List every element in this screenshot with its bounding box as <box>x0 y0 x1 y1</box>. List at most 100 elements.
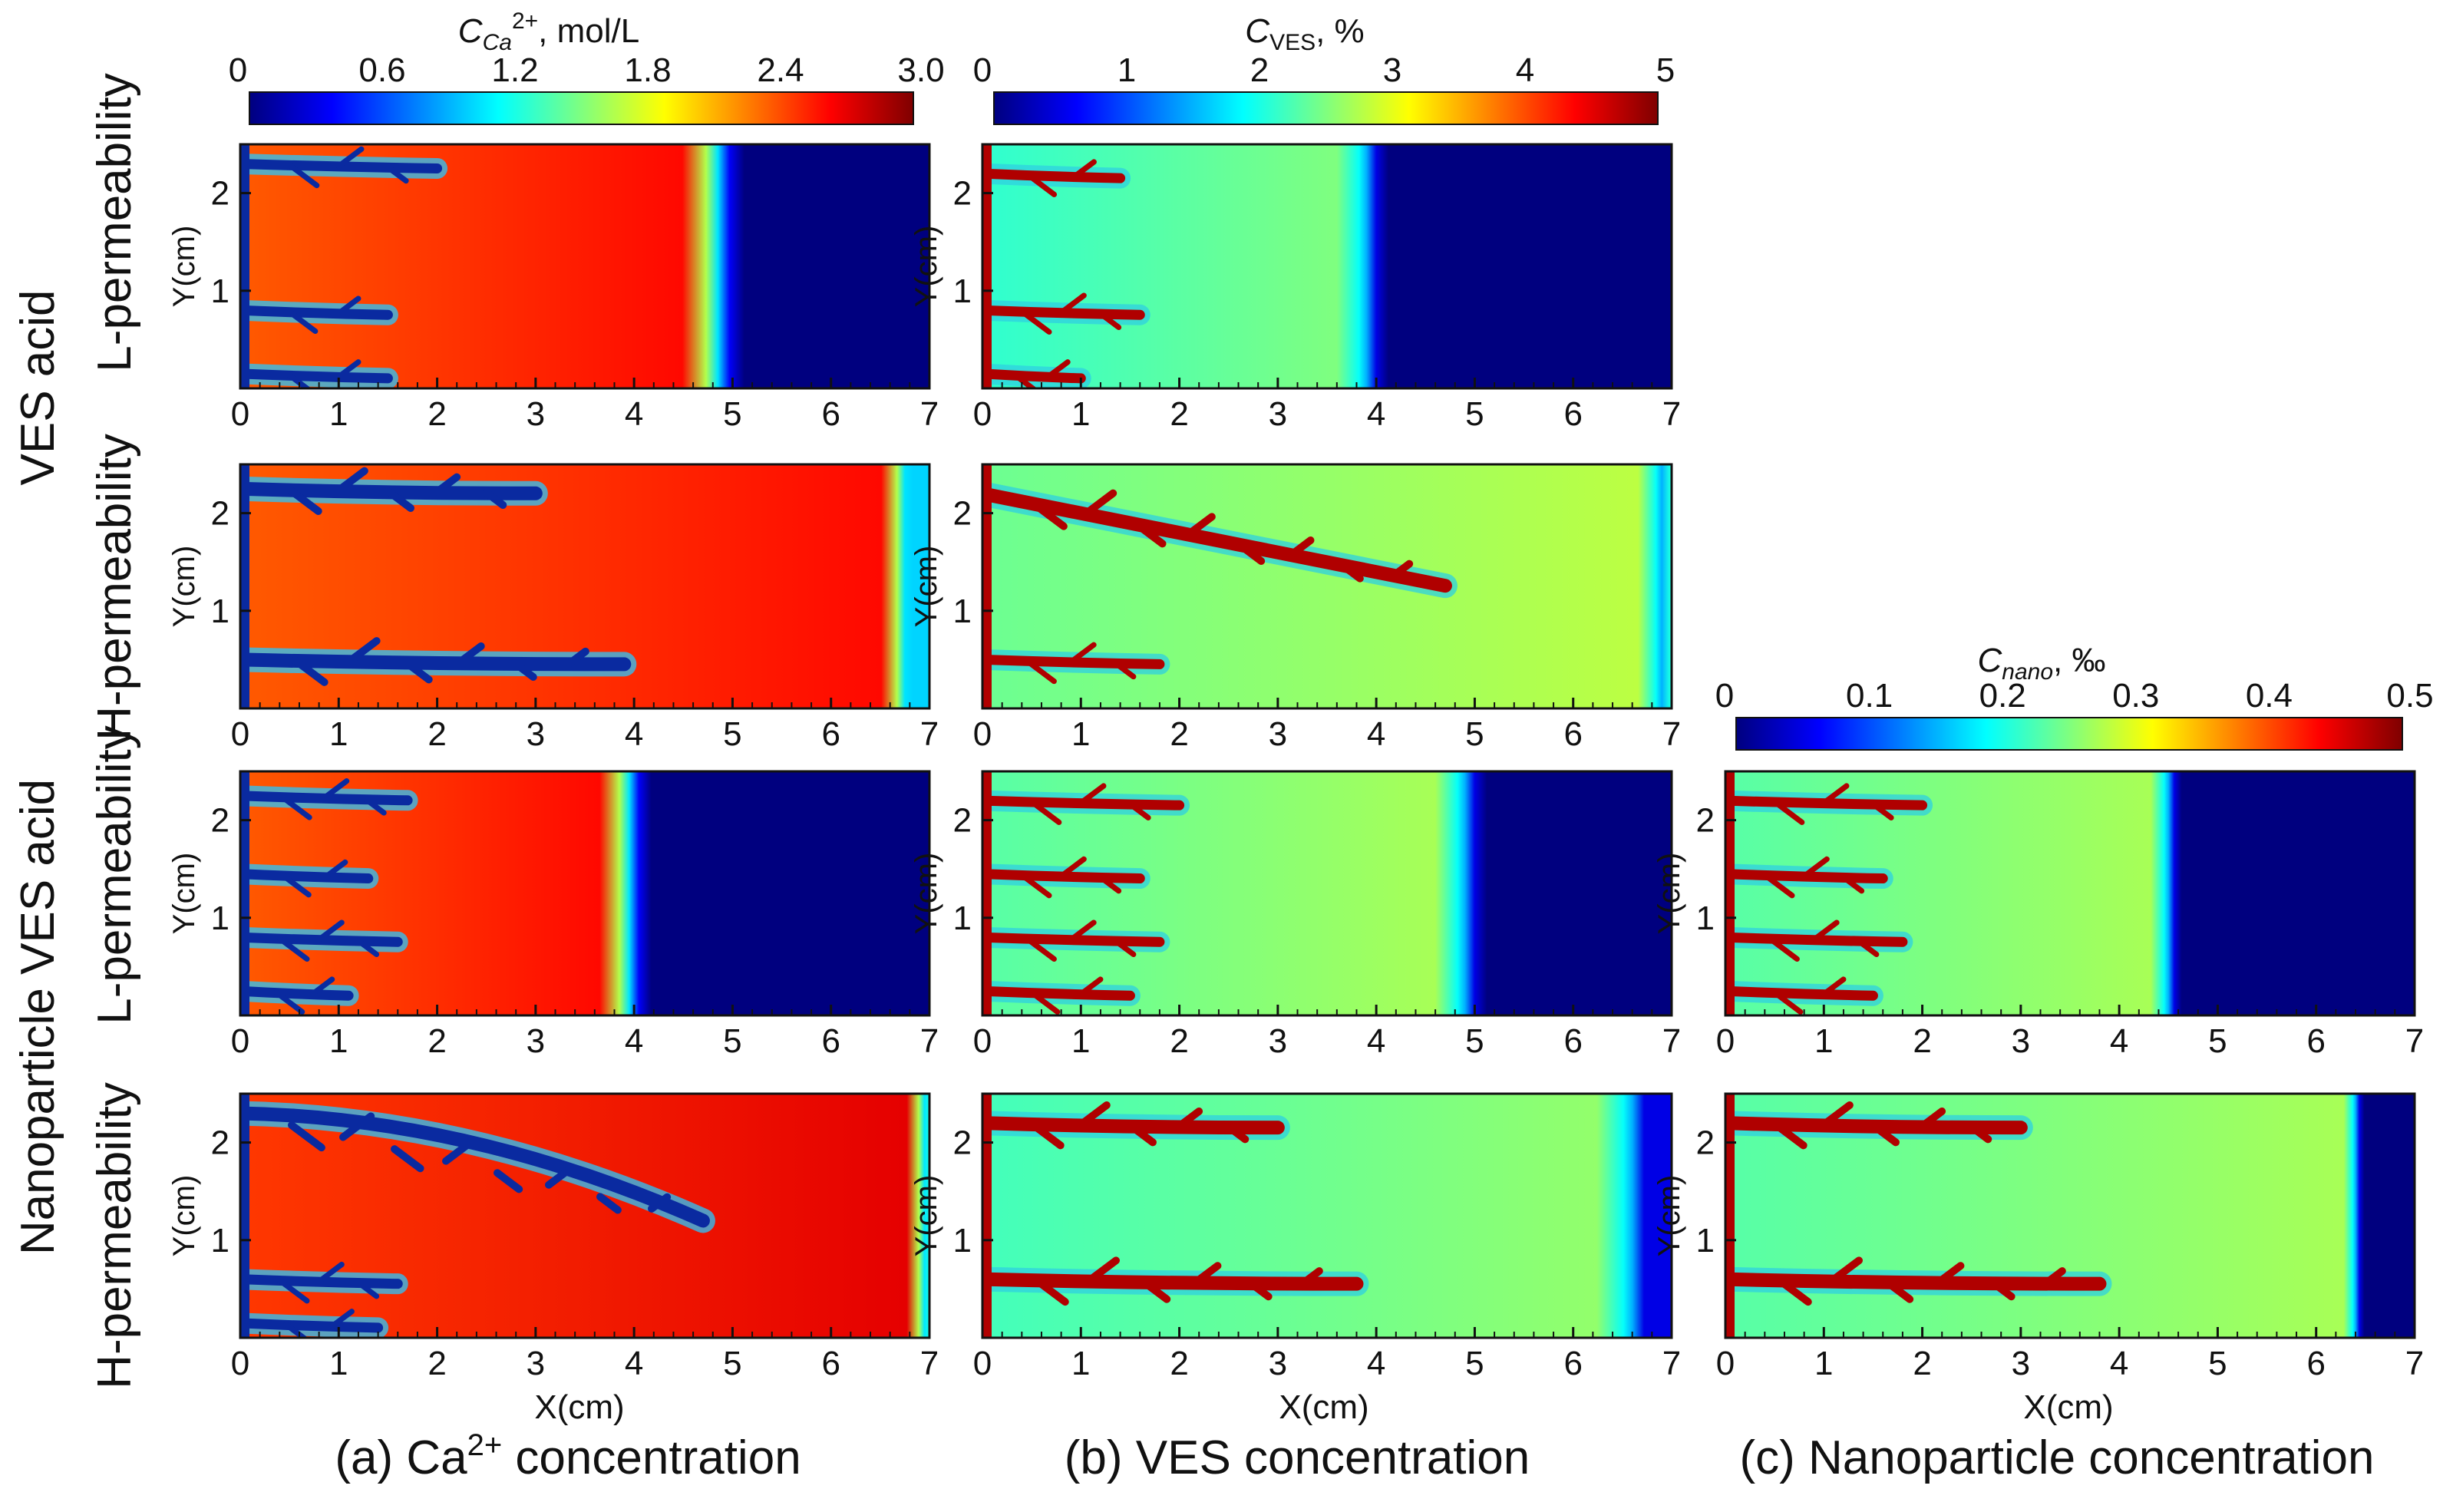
xlabel-a: X(cm) <box>534 1388 624 1426</box>
wormhole-channel <box>240 1318 384 1333</box>
wormhole-branch <box>1058 292 1087 315</box>
wormhole-branch <box>288 1121 325 1152</box>
colorbar-nano-title: Cnano, ‰ <box>1978 642 2106 685</box>
wormhole-branch <box>286 372 312 388</box>
wormhole-branch <box>1870 801 1894 820</box>
wormhole-channel <box>240 869 374 884</box>
colorbar-2-tick-label: 0.1 <box>1846 677 1893 715</box>
x-tick-label: 3 <box>1269 395 1287 433</box>
wormhole-branch <box>1068 919 1097 943</box>
wormhole-branch <box>1246 1279 1273 1301</box>
y-axis-label: Y(cm) <box>1652 1175 1686 1257</box>
wormhole-branch <box>1771 989 1804 1015</box>
wormhole-branch <box>1771 1120 1807 1150</box>
x-tick-label: 6 <box>821 395 840 433</box>
wormhole-branch <box>276 1277 310 1304</box>
y-tick-label: 2 <box>211 1124 229 1162</box>
panel-frame <box>981 143 1673 390</box>
x-tick-label: 5 <box>2208 1345 2227 1382</box>
y-tick-label: 1 <box>953 900 972 937</box>
y-axis-label: Y(cm) <box>910 226 943 308</box>
wormhole-branch <box>1071 159 1097 180</box>
wormhole-branch <box>1126 1121 1157 1147</box>
x-tick-label: 1 <box>329 715 348 753</box>
wormhole-channel <box>982 985 1135 1001</box>
y-axis-label: Y(cm) <box>910 1175 943 1257</box>
wormhole-branch <box>1028 799 1062 825</box>
x-tick-label: 4 <box>625 395 643 433</box>
x-tick-label: 2 <box>428 715 446 753</box>
wormhole-branch <box>329 1309 355 1329</box>
wormhole-branch <box>1133 520 1167 548</box>
wormhole-branch <box>1184 513 1216 539</box>
colorbar-0-bar <box>249 91 914 125</box>
panel-field <box>240 1094 929 1338</box>
colorbar-ca: CCa2+, mol/L 0 0.6 1.2 1.8 2.4 3.0 <box>229 8 945 125</box>
x-tick-label: 5 <box>1465 1345 1484 1382</box>
x-tick-label: 2 <box>1170 395 1188 433</box>
x-tick-label: 0 <box>973 395 992 433</box>
y-axis-label: Y(cm) <box>910 853 943 935</box>
wormhole-branch <box>1078 783 1107 806</box>
colorbar-0-tick-label: 1.8 <box>624 51 671 89</box>
x-tick-label: 0 <box>973 715 992 753</box>
x-tick-label: 1 <box>329 1345 348 1382</box>
wormhole-branch <box>335 359 361 380</box>
x-tick-label: 1 <box>1071 1022 1090 1060</box>
wormhole-branch <box>2042 1267 2066 1287</box>
wormhole-branch <box>442 1139 474 1165</box>
wormhole-branch <box>1024 936 1057 962</box>
wormhole-branch <box>322 859 348 880</box>
x-tick-label: 3 <box>527 1022 545 1060</box>
wormhole-branch <box>1811 919 1840 943</box>
x-tick-label: 7 <box>920 1022 939 1060</box>
wormhole-branch <box>1085 1256 1120 1285</box>
x-axis-labels: X(cm) X(cm) X(cm) <box>534 1388 2113 1426</box>
y-tick-label: 2 <box>953 175 972 213</box>
x-tick-label: 3 <box>1269 1022 1287 1060</box>
wormhole-branch <box>362 796 387 816</box>
y-tick-label: 1 <box>211 900 229 937</box>
wormhole-branch <box>596 1193 622 1214</box>
inlet-face <box>1725 771 1735 1015</box>
colorbar-ves-title: CVES, % <box>1245 12 1364 55</box>
inlet-face <box>982 1094 992 1338</box>
y-tick-label: 1 <box>953 1222 972 1259</box>
wormhole-branch <box>1068 642 1097 665</box>
x-tick-label: 4 <box>625 1022 643 1060</box>
x-tick-label: 3 <box>527 1345 545 1382</box>
panel-frame <box>1724 770 2416 1017</box>
wormhole-branch <box>494 1169 523 1193</box>
x-tick-label: 7 <box>1662 715 1681 753</box>
x-tick-label: 6 <box>821 1345 840 1382</box>
wormhole-branch <box>433 473 461 496</box>
colorbar-0-tick-label: 2.4 <box>757 51 804 89</box>
x-tick-label: 1 <box>329 395 348 433</box>
wormhole-branch <box>1841 874 1865 894</box>
x-tick-label: 2 <box>1170 715 1188 753</box>
wormhole-branch <box>455 642 485 666</box>
x-tick-label: 1 <box>329 1022 348 1060</box>
x-tick-label: 0 <box>1716 1022 1735 1060</box>
x-tick-label: 5 <box>1465 715 1484 753</box>
x-tick-label: 7 <box>920 715 939 753</box>
wormhole-branch <box>1767 936 1800 962</box>
x-tick-label: 6 <box>1563 715 1582 753</box>
x-tick-label: 3 <box>527 715 545 753</box>
x-tick-label: 7 <box>920 395 939 433</box>
wormhole-channel <box>240 305 393 320</box>
colorbar-2-tick-label: 0 <box>1715 677 1734 715</box>
colorbar-1-tick-label: 1 <box>1118 51 1136 89</box>
panel-frame <box>239 463 931 710</box>
x-tick-label: 2 <box>1913 1345 1931 1382</box>
wormhole-branch <box>286 162 320 189</box>
panel-r2-c0: 0 1 2 3 4 5 6 7 1 2 Y(cm) <box>167 770 939 1060</box>
inlet-face <box>982 144 992 388</box>
wormhole-branch <box>1058 856 1087 880</box>
panel-r3-c2: 0 1 2 3 4 5 6 7 1 2 Y(cm) <box>1652 1092 2424 1382</box>
panel-r0-c0: 0 1 2 3 4 5 6 7 1 2 Y(cm) <box>167 143 939 433</box>
x-tick-label: 2 <box>1913 1022 1931 1060</box>
wormhole-branch <box>355 938 380 958</box>
wormhole-branch <box>1821 976 1847 997</box>
